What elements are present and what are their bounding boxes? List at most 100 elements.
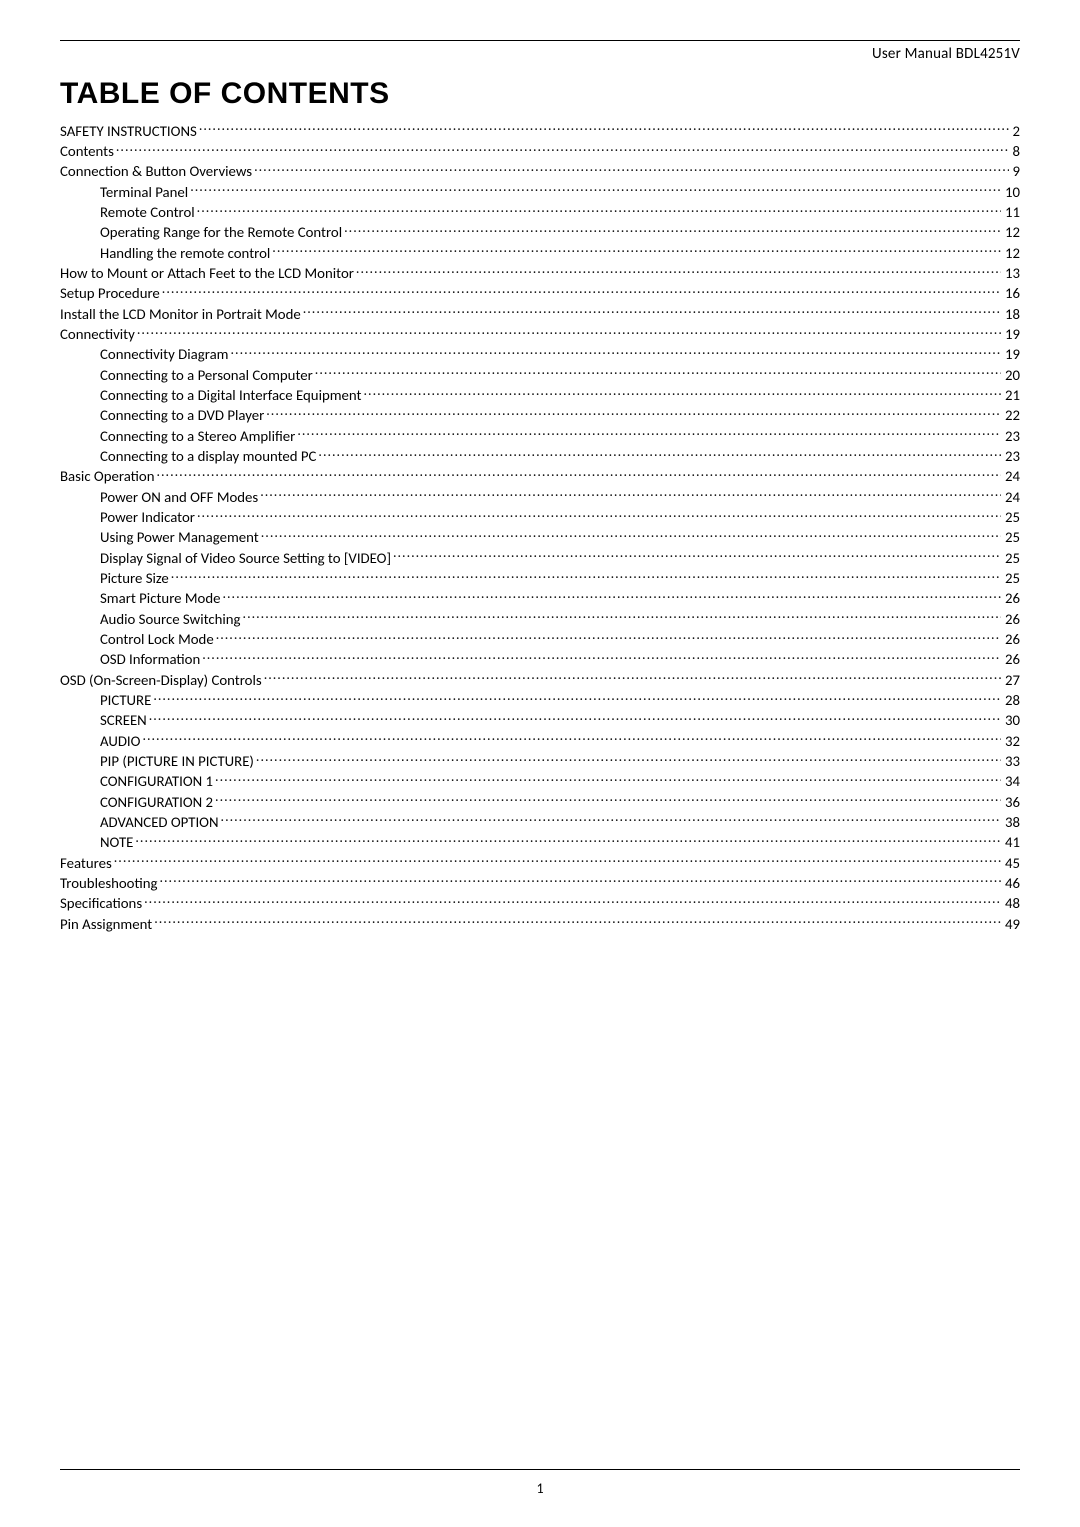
- toc-entry: Install the LCD Monitor in Portrait Mode…: [60, 304, 1020, 324]
- toc-leader-dots: [364, 385, 1001, 400]
- toc-entry-label: Troubleshooting: [60, 874, 157, 894]
- toc-entry-label: AUDIO: [100, 732, 140, 752]
- toc-entry-label: Install the LCD Monitor in Portrait Mode: [60, 305, 301, 325]
- toc-entry-page: 8: [1011, 142, 1021, 162]
- toc-entry: Setup Procedure16: [60, 284, 1020, 304]
- toc-leader-dots: [243, 609, 1001, 624]
- toc-entry: PIP (PICTURE IN PICTURE) 33: [60, 751, 1020, 771]
- toc-leader-dots: [190, 182, 1001, 197]
- toc-entry-page: 18: [1003, 305, 1020, 325]
- toc-entry-page: 25: [1003, 508, 1020, 528]
- toc-entry: Connecting to a display mounted PC23: [60, 446, 1020, 466]
- toc-entry-label: OSD (On-Screen-Display) Controls: [60, 671, 262, 691]
- toc-entry-label: Connectivity Diagram: [100, 345, 229, 365]
- toc-entry-label: PIP (PICTURE IN PICTURE): [100, 752, 254, 772]
- toc-leader-dots: [171, 568, 1001, 583]
- toc-entry: Basic Operation 24: [60, 467, 1020, 487]
- toc-entry-page: 38: [1003, 813, 1020, 833]
- toc-entry: Features45: [60, 853, 1020, 873]
- toc-entry-page: 25: [1003, 549, 1020, 569]
- toc-entry-page: 2: [1011, 122, 1021, 142]
- toc-entry-page: 10: [1003, 183, 1020, 203]
- toc-leader-dots: [135, 832, 1001, 847]
- toc-entry-label: Pin Assignment: [60, 915, 152, 935]
- toc-leader-dots: [356, 263, 1001, 278]
- footer-rule: [60, 1469, 1020, 1470]
- toc-entry: Pin Assignment 49: [60, 914, 1020, 934]
- toc-entry: Terminal Panel10: [60, 182, 1020, 202]
- page-title: TABLE OF CONTENTS: [60, 77, 1020, 111]
- toc-entry: Control Lock Mode26: [60, 629, 1020, 649]
- toc-entry-label: Power Indicator: [100, 508, 195, 528]
- toc-leader-dots: [162, 284, 1001, 299]
- toc-entry: Smart Picture Mode26: [60, 589, 1020, 609]
- toc-entry: SCREEN 30: [60, 711, 1020, 731]
- toc-entry-label: Features: [60, 854, 112, 874]
- toc-entry: How to Mount or Attach Feet to the LCD M…: [60, 263, 1020, 283]
- toc-entry-page: 25: [1003, 528, 1020, 548]
- toc-entry-page: 24: [1003, 488, 1020, 508]
- toc-entry-page: 11: [1003, 203, 1020, 223]
- toc-entry-label: Operating Range for the Remote Control: [100, 223, 342, 243]
- toc-entry: Connecting to a DVD Player 22: [60, 406, 1020, 426]
- toc-leader-dots: [272, 243, 1001, 258]
- document-page: User Manual BDL4251V TABLE OF CONTENTS S…: [0, 0, 1080, 964]
- toc-entry-label: Basic Operation: [60, 467, 154, 487]
- toc-entry-page: 49: [1003, 915, 1020, 935]
- toc-entry: Audio Source Switching26: [60, 609, 1020, 629]
- toc-leader-dots: [231, 345, 1002, 360]
- toc-leader-dots: [116, 141, 1009, 156]
- toc-leader-dots: [159, 873, 1001, 888]
- toc-entry-page: 26: [1003, 630, 1020, 650]
- toc-entry-page: 19: [1003, 345, 1020, 365]
- toc-entry-page: 41: [1003, 833, 1020, 853]
- toc-entry: Connection & Button Overviews9: [60, 162, 1020, 182]
- toc-entry-label: Handling the remote control: [100, 244, 270, 264]
- toc-leader-dots: [202, 650, 1001, 665]
- toc-entry-page: 46: [1003, 874, 1020, 894]
- toc-leader-dots: [216, 629, 1001, 644]
- toc-entry-label: ADVANCED OPTION: [100, 813, 219, 833]
- toc-entry-page: 22: [1003, 406, 1020, 426]
- toc-entry-page: 9: [1011, 162, 1021, 182]
- toc-leader-dots: [154, 914, 1001, 929]
- toc-entry: CONFIGURATION 1 34: [60, 772, 1020, 792]
- toc-entry-page: 24: [1003, 467, 1020, 487]
- toc-entry: Power ON and OFF Modes 24: [60, 487, 1020, 507]
- page-footer: 1: [60, 1469, 1020, 1497]
- toc-leader-dots: [114, 853, 1001, 868]
- toc-entry-label: Connecting to a DVD Player: [100, 406, 264, 426]
- toc-leader-dots: [144, 893, 1001, 908]
- toc-entry: Power Indicator 25: [60, 507, 1020, 527]
- toc-entry-label: CONFIGURATION 1: [100, 772, 213, 792]
- toc-entry-label: Remote Control: [100, 203, 195, 223]
- toc-leader-dots: [197, 507, 1001, 522]
- toc-leader-dots: [199, 121, 1009, 136]
- toc-entry-page: 34: [1003, 772, 1020, 792]
- toc-entry-page: 33: [1003, 752, 1020, 772]
- toc-entry-label: Connectivity: [60, 325, 135, 345]
- toc-leader-dots: [393, 548, 1001, 563]
- toc-entry: Troubleshooting 46: [60, 873, 1020, 893]
- toc-entry-page: 12: [1003, 223, 1020, 243]
- toc-leader-dots: [222, 589, 1001, 604]
- toc-entry-page: 19: [1003, 325, 1020, 345]
- toc-entry-label: Picture Size: [100, 569, 169, 589]
- toc-entry-page: 26: [1003, 610, 1020, 630]
- toc-leader-dots: [303, 304, 1001, 319]
- toc-entry: Remote Control 11: [60, 202, 1020, 222]
- toc-entry-page: 36: [1003, 793, 1020, 813]
- toc-entry-label: Specifications: [60, 894, 142, 914]
- toc-entry-page: 12: [1003, 244, 1020, 264]
- toc-leader-dots: [142, 731, 1001, 746]
- toc-entry-page: 30: [1003, 711, 1020, 731]
- toc-entry: Connectivity 19: [60, 324, 1020, 344]
- toc-entry-page: 28: [1003, 691, 1020, 711]
- toc-entry: OSD Information26: [60, 650, 1020, 670]
- toc-entry-label: Connecting to a Stereo Amplifier: [100, 427, 295, 447]
- toc-entry: OSD (On-Screen-Display) Controls27: [60, 670, 1020, 690]
- toc-entry-label: Power ON and OFF Modes: [100, 488, 258, 508]
- toc-entry-label: SCREEN: [100, 711, 147, 731]
- toc-entry: AUDIO32: [60, 731, 1020, 751]
- toc-entry: Operating Range for the Remote Control 12: [60, 223, 1020, 243]
